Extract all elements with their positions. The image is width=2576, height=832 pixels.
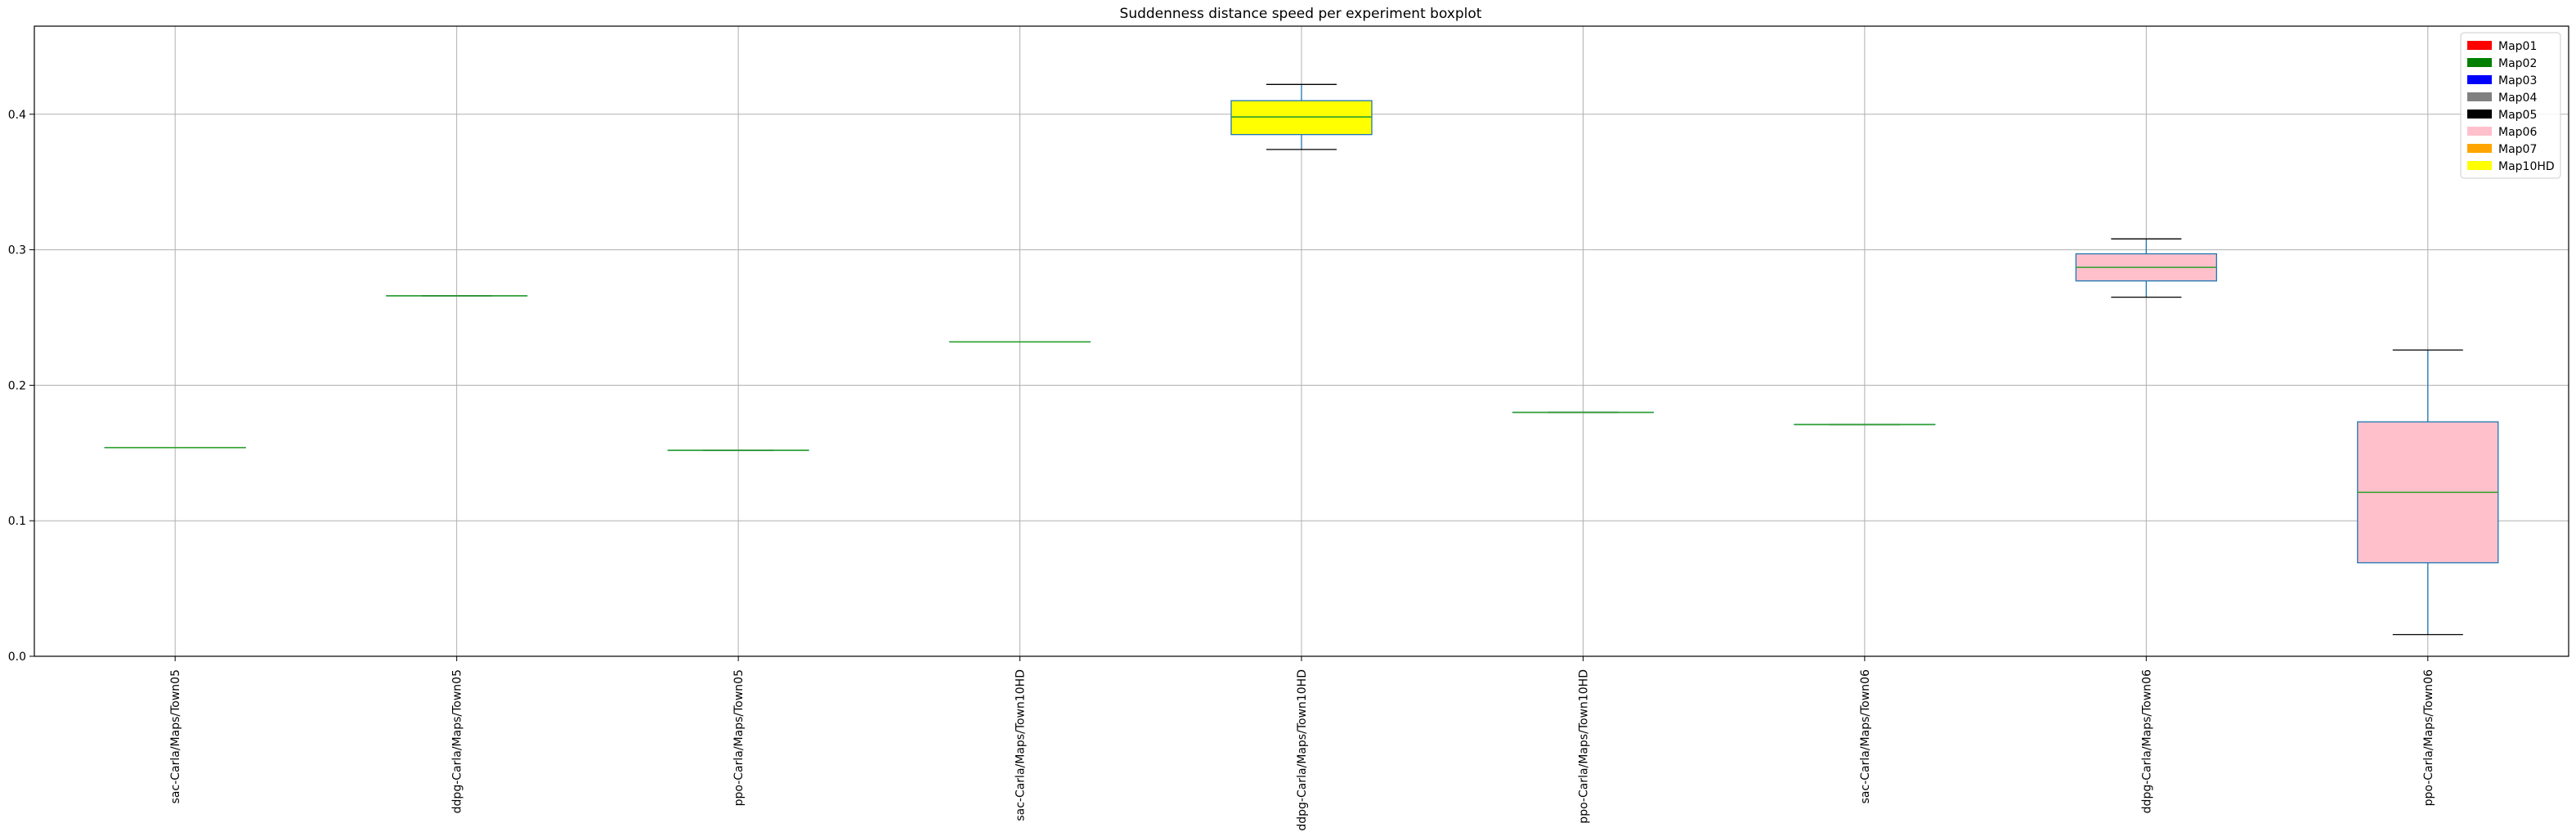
x-tick-label: ppo-Carla/Maps/Town10HD	[1577, 669, 1590, 824]
legend-swatch	[2467, 92, 2492, 101]
x-tick-label: sac-Carla/Maps/Town10HD	[1015, 669, 1028, 821]
x-tick-label: ddpg-Carla/Maps/Town10HD	[1296, 669, 1309, 831]
legend-frame	[2460, 32, 2561, 179]
y-tick-label: 0.1	[8, 515, 26, 528]
legend-swatch	[2467, 127, 2492, 136]
legend-label: Map03	[2498, 74, 2537, 87]
legend-label: Map06	[2498, 126, 2537, 139]
x-tick-label: ddpg-Carla/Maps/Town05	[451, 669, 464, 813]
box-8	[2075, 238, 2217, 298]
box-9	[2357, 349, 2499, 636]
legend-swatch	[2467, 75, 2492, 84]
y-tick-label: 0.3	[8, 244, 26, 257]
legend-label: Map07	[2498, 143, 2537, 156]
grid	[34, 26, 2569, 657]
chart-title: Suddenness distance speed per experiment…	[1120, 6, 1482, 22]
legend-label: Map02	[2498, 57, 2537, 70]
box-5	[1230, 83, 1373, 150]
legend-swatch	[2467, 58, 2492, 67]
y-tick-label: 0.2	[8, 379, 26, 392]
x-tick-label: ppo-Carla/Maps/Town06	[2422, 669, 2435, 806]
boxes	[104, 83, 2499, 636]
x-tick-label: ppo-Carla/Maps/Town05	[732, 669, 746, 806]
legend-label: Map01	[2498, 40, 2537, 53]
legend-label: Map04	[2498, 92, 2537, 105]
legend-swatch	[2467, 41, 2492, 50]
y-tick-label: 0.4	[8, 109, 26, 122]
box-body	[1230, 100, 1373, 136]
axes: 0.0 0.1 0.2 0.3 0.4 sac-Carla/Maps/Town05 ddpg…	[8, 25, 2569, 831]
legend: Map01 Map02 Map03 Map04 Map05 Map06 Map07 Map10…	[2460, 32, 2561, 179]
y-tick-label: 0.0	[8, 651, 26, 664]
x-tick-label: sac-Carla/Maps/Town05	[169, 669, 182, 803]
legend-label: Map10HD	[2498, 160, 2555, 173]
legend-swatch	[2467, 161, 2492, 170]
legend-label: Map05	[2498, 109, 2537, 122]
x-tick-label: ddpg-Carla/Maps/Town06	[2140, 669, 2153, 813]
legend-swatch	[2467, 144, 2492, 153]
plot-frame	[34, 25, 2569, 657]
x-tick-label: sac-Carla/Maps/Town06	[1859, 669, 1872, 803]
legend-swatch	[2467, 110, 2492, 119]
